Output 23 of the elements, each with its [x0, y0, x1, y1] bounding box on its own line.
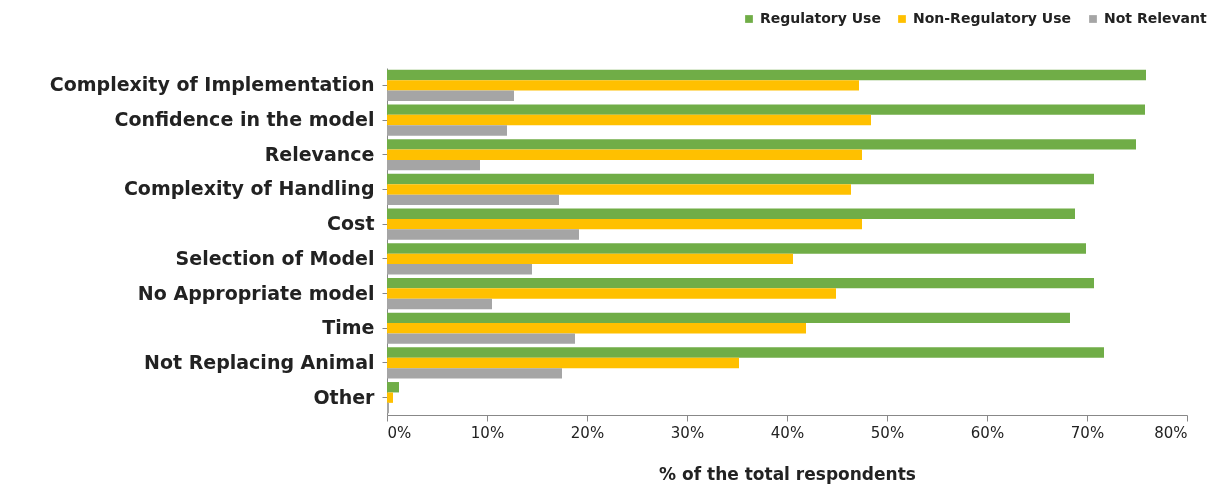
x-tick-label: 80% — [1154, 423, 1188, 442]
x-tick-label: 70% — [1070, 423, 1105, 442]
y-tick-label: Relevance — [264, 142, 375, 165]
y-tick-label: Confidence in the model — [114, 108, 375, 131]
legend-label: Not Relevant — [1104, 10, 1208, 26]
y-tick-label: Selection of Model — [175, 246, 375, 269]
y-tick-label: Complexity of Handling — [123, 177, 375, 200]
x-tick-label: 50% — [870, 423, 905, 442]
x-tick-label: 60% — [970, 423, 1005, 442]
y-tick-label: Not Replacing Animal — [144, 350, 375, 373]
x-tick-label: 40% — [770, 423, 805, 442]
x-tick-label: 10% — [470, 423, 505, 442]
x-tick-label: 20% — [570, 423, 605, 442]
x-tick-label: 0% — [387, 423, 412, 442]
y-tick-label: Complexity of Implementation — [49, 73, 375, 96]
legend-label: Regulatory Use — [760, 10, 881, 26]
x-tick-label: 30% — [670, 423, 705, 442]
y-tick-label: Cost — [327, 212, 375, 235]
legend-label: Non-Regulatory Use — [913, 10, 1072, 26]
y-tick-label: No Appropriate model — [137, 281, 375, 304]
y-tick-label: Time — [322, 316, 375, 339]
x-axis-title: % of the total respondents — [659, 463, 916, 484]
y-tick-label: Other — [313, 385, 376, 408]
